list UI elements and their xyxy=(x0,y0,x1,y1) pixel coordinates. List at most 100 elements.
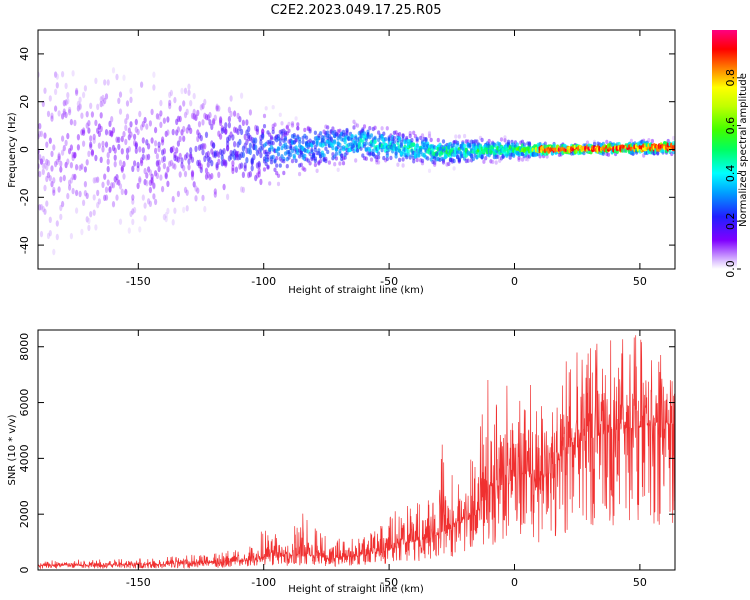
heatmap-cell xyxy=(240,186,244,193)
heatmap-cell xyxy=(131,218,135,226)
heatmap-cell xyxy=(592,141,597,147)
heatmap-cell xyxy=(220,154,224,161)
heatmap-cell xyxy=(82,140,86,147)
heatmap-cell xyxy=(59,213,63,221)
heatmap-cell xyxy=(90,149,94,156)
heatmap-cell xyxy=(83,190,87,197)
heatmap-cell xyxy=(92,209,96,216)
heatmap-cell xyxy=(106,179,110,186)
heatmap-cell xyxy=(487,138,491,144)
x-tick-label: -150 xyxy=(126,576,151,589)
heatmap-cell xyxy=(73,119,77,127)
heatmap-cell xyxy=(143,178,147,186)
heatmap-cell xyxy=(210,172,214,180)
heatmap-cell xyxy=(517,155,521,161)
spectrogram-y-axis-label: Frequency (Hz) xyxy=(7,112,18,188)
heatmap-cell xyxy=(113,147,117,154)
heatmap-cell xyxy=(106,79,110,86)
colorbar-ticks: 0.0 0.2 0.4 0.6 0.8 xyxy=(724,69,741,278)
heatmap-cell xyxy=(494,160,498,165)
heatmap-cell xyxy=(127,227,131,234)
heatmap-cell xyxy=(166,166,170,173)
heatmap-cell xyxy=(206,150,210,158)
heatmap-cell xyxy=(285,125,289,130)
heatmap-cell xyxy=(38,123,42,130)
heatmap-cell xyxy=(227,106,231,114)
heatmap-cell xyxy=(78,96,82,104)
heatmap-cell xyxy=(233,141,237,148)
heatmap-cell xyxy=(292,153,296,158)
heatmap-cell xyxy=(62,110,66,118)
heatmap-cell xyxy=(254,137,258,144)
heatmap-cell xyxy=(234,166,238,173)
heatmap-cell xyxy=(312,140,316,145)
heatmap-cell xyxy=(176,115,180,123)
heatmap-cell xyxy=(148,169,152,176)
heatmap-cell xyxy=(99,96,103,103)
heatmap-cell xyxy=(68,106,72,114)
colorbar-tick-label: 0.4 xyxy=(724,165,737,183)
heatmap-cell xyxy=(194,145,198,153)
heatmap-cell xyxy=(308,129,312,134)
heatmap-cell xyxy=(124,188,128,196)
heatmap-cell xyxy=(45,164,49,171)
heatmap-cell xyxy=(66,97,70,105)
heatmap-cell xyxy=(271,140,275,146)
heatmap-cell xyxy=(203,143,207,150)
heatmap-cell xyxy=(118,159,123,166)
heatmap-cell xyxy=(54,88,58,96)
heatmap-cell xyxy=(89,135,93,142)
heatmap-cell xyxy=(143,202,147,209)
heatmap-cell xyxy=(122,74,126,81)
heatmap-cell xyxy=(127,134,131,141)
heatmap-cell xyxy=(601,151,605,156)
heatmap-cell xyxy=(145,123,149,130)
heatmap-cell xyxy=(283,132,288,137)
heatmap-cell xyxy=(76,144,80,151)
heatmap-cell xyxy=(113,161,117,168)
heatmap-cell xyxy=(197,159,202,166)
heatmap-cell xyxy=(362,156,367,161)
heatmap-cell xyxy=(231,134,235,141)
heatmap-cell xyxy=(197,121,202,128)
heatmap-cell xyxy=(278,112,282,118)
heatmap-cell xyxy=(303,156,307,162)
heatmap-cell xyxy=(185,152,189,159)
heatmap-cell xyxy=(210,160,214,167)
heatmap-cell xyxy=(457,157,461,162)
heatmap-cell xyxy=(82,129,86,136)
heatmap-cell xyxy=(162,148,166,155)
heatmap-cell xyxy=(108,120,112,128)
heatmap-cell xyxy=(350,133,354,139)
heatmap-cell xyxy=(157,159,161,166)
heatmap-cell xyxy=(338,142,342,147)
heatmap-cell xyxy=(120,165,124,172)
heatmap-cell xyxy=(155,113,159,120)
heatmap-cell xyxy=(96,189,100,197)
heatmap-cell xyxy=(326,130,330,135)
heatmap-cell xyxy=(57,155,61,163)
heatmap-cell xyxy=(133,133,137,141)
heatmap-cell xyxy=(197,162,202,169)
heatmap-cell xyxy=(503,135,507,140)
heatmap-cell xyxy=(226,140,230,147)
heatmap-cell xyxy=(134,141,138,148)
heatmap-cell xyxy=(62,174,66,182)
heatmap-cell xyxy=(506,139,511,144)
heatmap-cell xyxy=(173,163,177,170)
heatmap-cell xyxy=(45,175,49,183)
heatmap-cell xyxy=(85,159,89,166)
heatmap-cell xyxy=(155,160,159,168)
heatmap-cell xyxy=(124,118,128,125)
heatmap-cell xyxy=(48,216,52,223)
heatmap-cell xyxy=(231,167,235,175)
heatmap-cell xyxy=(101,140,105,148)
heatmap-cell xyxy=(46,171,51,179)
snr-panel: -150 -100 -50 0 50 0 2000 4000 6000 8000 Height … xyxy=(7,329,676,595)
heatmap-cell xyxy=(385,156,389,162)
heatmap-cell xyxy=(266,164,270,169)
heatmap-cell xyxy=(482,159,486,164)
heatmap-cell xyxy=(101,94,105,102)
heatmap-cell xyxy=(371,126,375,132)
heatmap-cell xyxy=(273,122,277,127)
